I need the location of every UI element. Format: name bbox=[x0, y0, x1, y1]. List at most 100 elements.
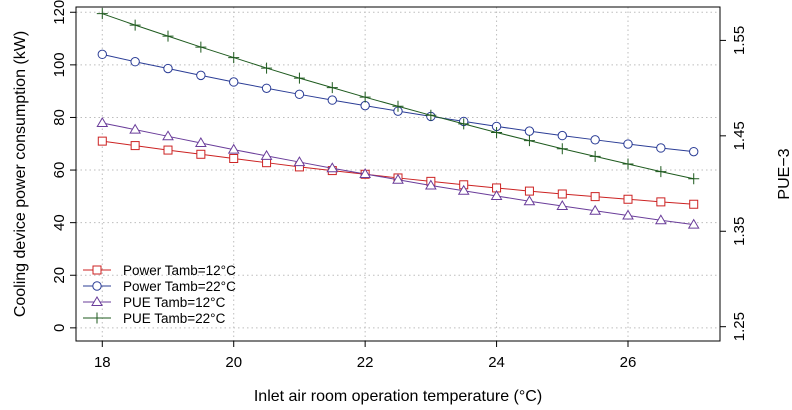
data-point bbox=[163, 145, 173, 155]
x-tick-label: 18 bbox=[94, 354, 111, 371]
data-point bbox=[457, 184, 470, 195]
data-point bbox=[424, 179, 437, 190]
data-point bbox=[261, 62, 273, 74]
series-4 bbox=[96, 8, 700, 185]
data-point bbox=[260, 149, 273, 160]
data-point bbox=[162, 130, 174, 141]
data-point bbox=[360, 100, 370, 111]
data-point bbox=[92, 265, 102, 275]
data-point bbox=[96, 116, 109, 127]
y2-tick-label: 1.45 bbox=[731, 121, 748, 150]
x-tick-label: 24 bbox=[488, 354, 505, 371]
data-point bbox=[556, 143, 568, 155]
y-tick-label: 120 bbox=[51, 0, 68, 25]
legend-label: Power Tamb=22°C bbox=[123, 279, 236, 294]
data-point bbox=[458, 118, 470, 130]
data-point bbox=[623, 194, 633, 204]
y-tick-label: 0 bbox=[51, 324, 68, 332]
data-point bbox=[196, 70, 206, 81]
x-tick-label: 20 bbox=[225, 354, 242, 371]
data-point bbox=[524, 186, 534, 196]
legend-label: PUE Tamb=22°C bbox=[123, 311, 226, 326]
data-point bbox=[129, 19, 141, 31]
legend-item: Power Tamb=22°C bbox=[83, 279, 236, 294]
data-point bbox=[163, 63, 173, 74]
data-point bbox=[491, 126, 503, 138]
series-3 bbox=[96, 116, 700, 229]
y-tick-label: 20 bbox=[51, 267, 68, 284]
data-point bbox=[92, 281, 102, 291]
data-point bbox=[261, 83, 272, 93]
data-point bbox=[195, 41, 207, 53]
data-point bbox=[392, 173, 404, 184]
data-point bbox=[294, 89, 305, 100]
data-point bbox=[623, 139, 633, 149]
data-point bbox=[688, 173, 700, 185]
legend-item: Power Tamb=12°C bbox=[83, 263, 236, 278]
plot-frame bbox=[75, 6, 721, 342]
x-tick-label: 22 bbox=[357, 354, 374, 371]
y-tick-label: 40 bbox=[51, 214, 68, 231]
data-point bbox=[97, 49, 107, 60]
legend-item: PUE Tamb=22°C bbox=[83, 311, 226, 326]
data-point bbox=[523, 135, 535, 147]
data-point bbox=[130, 57, 140, 67]
data-point bbox=[656, 197, 666, 207]
data-point bbox=[97, 136, 107, 146]
y-axis-title: Cooling device power consumption (kW) bbox=[12, 31, 29, 317]
legend-label: Power Tamb=12°C bbox=[123, 263, 236, 278]
x-axis-title: Inlet air room operation temperature (°C… bbox=[254, 388, 542, 405]
data-point bbox=[96, 8, 108, 20]
y-tick-label: 100 bbox=[51, 52, 68, 77]
data-point bbox=[228, 52, 240, 64]
data-point bbox=[130, 141, 140, 151]
data-point bbox=[523, 195, 536, 206]
data-point bbox=[91, 296, 103, 306]
data-point bbox=[490, 189, 503, 200]
data-point bbox=[590, 192, 600, 202]
data-point bbox=[654, 214, 667, 225]
data-point bbox=[392, 100, 404, 112]
series-layer bbox=[96, 8, 700, 229]
data-point bbox=[556, 199, 569, 210]
x-axis: 18 20 22 24 26 bbox=[94, 341, 636, 371]
data-point bbox=[689, 199, 699, 209]
legend-label: PUE Tamb=12°C bbox=[123, 295, 226, 310]
y2-axis-title: PUE−3 bbox=[776, 148, 792, 199]
y2-tick-label: 1.55 bbox=[731, 26, 748, 55]
data-point bbox=[425, 109, 437, 121]
y-axis-left: 0 20 40 60 80 100 120 bbox=[51, 0, 76, 332]
data-point bbox=[293, 72, 305, 84]
series-line bbox=[102, 13, 694, 180]
data-point bbox=[589, 150, 601, 162]
x-tick-label: 26 bbox=[620, 354, 637, 371]
data-point bbox=[327, 95, 337, 105]
y-tick-label: 80 bbox=[51, 109, 68, 126]
data-point bbox=[655, 166, 667, 178]
series-line bbox=[102, 140, 694, 205]
data-point bbox=[326, 82, 338, 94]
data-point bbox=[557, 189, 567, 199]
legend-item: PUE Tamb=12°C bbox=[83, 295, 226, 310]
data-point bbox=[229, 77, 239, 87]
y2-tick-label: 1.35 bbox=[731, 217, 748, 246]
data-point bbox=[229, 153, 239, 163]
data-point bbox=[194, 136, 207, 147]
data-point bbox=[293, 156, 306, 167]
y2-tick-label: 1.25 bbox=[731, 312, 748, 341]
data-point bbox=[227, 143, 240, 154]
data-point bbox=[656, 143, 666, 153]
data-point bbox=[524, 126, 535, 136]
y-axis-right: 1.25 1.35 1.45 1.55 bbox=[720, 26, 748, 341]
data-point bbox=[622, 158, 634, 170]
data-point bbox=[687, 218, 700, 229]
data-point bbox=[262, 158, 272, 168]
data-point bbox=[129, 123, 142, 134]
data-point bbox=[589, 204, 602, 215]
data-point bbox=[689, 146, 699, 157]
y-tick-label: 60 bbox=[51, 162, 68, 179]
data-point bbox=[359, 168, 372, 178]
data-point bbox=[557, 130, 567, 141]
